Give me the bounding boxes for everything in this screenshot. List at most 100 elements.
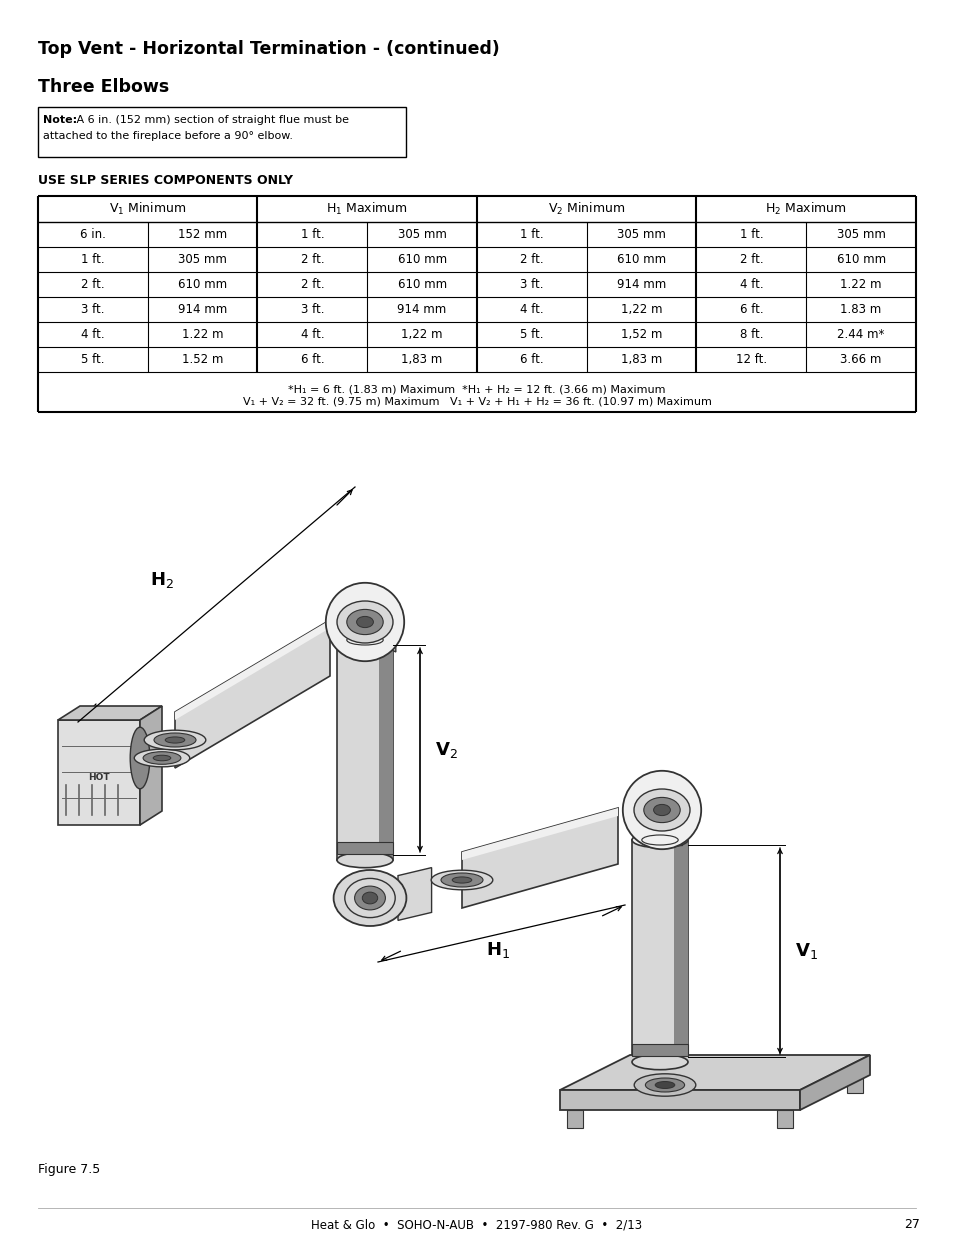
Text: 1 ft.: 1 ft.: [519, 228, 543, 241]
Text: 1 ft.: 1 ft.: [739, 228, 762, 241]
Text: V$_2$ Minimum: V$_2$ Minimum: [547, 200, 625, 216]
Text: 305 mm: 305 mm: [178, 254, 227, 266]
Text: 3 ft.: 3 ft.: [81, 303, 105, 315]
Text: 3 ft.: 3 ft.: [519, 278, 543, 291]
Text: 152 mm: 152 mm: [178, 228, 227, 241]
Text: 1,22 m: 1,22 m: [401, 328, 442, 341]
Ellipse shape: [356, 616, 373, 627]
Ellipse shape: [130, 727, 150, 789]
Text: 2 ft.: 2 ft.: [300, 278, 324, 291]
Polygon shape: [559, 1090, 800, 1110]
Polygon shape: [397, 867, 431, 920]
Polygon shape: [641, 828, 680, 845]
Polygon shape: [373, 617, 395, 652]
Text: 2 ft.: 2 ft.: [739, 254, 762, 266]
Text: 4 ft.: 4 ft.: [81, 328, 105, 341]
Ellipse shape: [334, 870, 406, 927]
Text: 8 ft.: 8 ft.: [739, 328, 762, 341]
Polygon shape: [336, 640, 393, 860]
Text: 5 ft.: 5 ft.: [519, 328, 543, 341]
Polygon shape: [800, 1055, 869, 1110]
Text: 27: 27: [903, 1218, 919, 1231]
Ellipse shape: [153, 734, 195, 747]
Ellipse shape: [165, 737, 185, 743]
Ellipse shape: [622, 771, 700, 849]
Text: 305 mm: 305 mm: [836, 228, 884, 241]
Text: Three Elbows: Three Elbows: [38, 78, 169, 96]
Text: H$_1$: H$_1$: [485, 940, 510, 960]
Polygon shape: [174, 620, 330, 720]
Text: 1,83 m: 1,83 m: [620, 353, 661, 366]
Ellipse shape: [452, 877, 472, 883]
Ellipse shape: [631, 1054, 687, 1070]
Text: 6 in.: 6 in.: [80, 228, 106, 241]
Polygon shape: [846, 1075, 862, 1094]
Text: 3.66 m: 3.66 m: [840, 353, 881, 366]
Text: 2 ft.: 2 ft.: [300, 254, 324, 266]
Polygon shape: [461, 808, 618, 860]
Text: 305 mm: 305 mm: [617, 228, 665, 241]
Polygon shape: [776, 1110, 792, 1128]
Text: 914 mm: 914 mm: [617, 278, 665, 291]
Text: 6 ft.: 6 ft.: [739, 303, 762, 315]
Ellipse shape: [653, 804, 670, 815]
Text: 1,22 m: 1,22 m: [620, 303, 661, 315]
Ellipse shape: [431, 870, 493, 889]
Text: V$_1$ Minimum: V$_1$ Minimum: [109, 200, 186, 216]
Polygon shape: [566, 1110, 582, 1128]
Text: H$_2$ Maximum: H$_2$ Maximum: [764, 200, 846, 216]
Text: 1,83 m: 1,83 m: [401, 353, 442, 366]
Text: 4 ft.: 4 ft.: [739, 278, 762, 291]
Text: 610 mm: 610 mm: [397, 278, 446, 291]
Polygon shape: [336, 842, 393, 854]
Text: V₁ + V₂ = 32 ft. (9.75 m) Maximum   V₁ + V₂ + H₁ + H₂ = 36 ft. (10.97 m) Maximum: V₁ + V₂ = 32 ft. (9.75 m) Maximum V₁ + V…: [242, 397, 711, 407]
Polygon shape: [58, 720, 140, 825]
Ellipse shape: [336, 632, 393, 648]
Text: HOT: HOT: [88, 772, 110, 782]
Text: 1.52 m: 1.52 m: [182, 353, 223, 366]
Text: 610 mm: 610 mm: [178, 278, 227, 291]
Text: 1 ft.: 1 ft.: [300, 228, 324, 241]
Ellipse shape: [634, 789, 689, 831]
Ellipse shape: [634, 1074, 695, 1096]
Ellipse shape: [631, 833, 687, 847]
Polygon shape: [140, 706, 162, 825]
Text: 1 ft.: 1 ft.: [81, 254, 105, 266]
Text: V$_2$: V$_2$: [435, 740, 457, 760]
Text: 2.44 m*: 2.44 m*: [837, 328, 883, 341]
Polygon shape: [637, 1075, 652, 1094]
Ellipse shape: [355, 886, 385, 910]
Text: 2 ft.: 2 ft.: [81, 278, 105, 291]
Text: 4 ft.: 4 ft.: [519, 303, 543, 315]
Ellipse shape: [336, 852, 393, 867]
Text: H$_2$: H$_2$: [150, 570, 173, 590]
Ellipse shape: [143, 752, 181, 764]
Text: Note:: Note:: [43, 115, 77, 125]
Polygon shape: [58, 706, 162, 720]
Text: 914 mm: 914 mm: [178, 303, 227, 315]
Text: 1,52 m: 1,52 m: [620, 328, 661, 341]
Text: Heat & Glo  •  SOHO-N-AUB  •  2197-980 Rev. G  •  2/13: Heat & Glo • SOHO-N-AUB • 2197-980 Rev. …: [311, 1218, 642, 1231]
Text: 610 mm: 610 mm: [836, 254, 884, 266]
Text: 610 mm: 610 mm: [617, 254, 665, 266]
Text: Top Vent - Horizontal Termination - (continued): Top Vent - Horizontal Termination - (con…: [38, 40, 499, 58]
Bar: [38, 106, 406, 157]
Polygon shape: [559, 1055, 869, 1090]
Ellipse shape: [440, 873, 482, 887]
Ellipse shape: [336, 601, 393, 643]
Polygon shape: [631, 1044, 687, 1056]
Polygon shape: [378, 640, 393, 860]
Polygon shape: [673, 840, 687, 1063]
Ellipse shape: [153, 756, 171, 761]
Text: 914 mm: 914 mm: [397, 303, 446, 315]
Text: H$_1$ Maximum: H$_1$ Maximum: [326, 200, 408, 216]
Text: 305 mm: 305 mm: [397, 228, 446, 241]
Ellipse shape: [655, 1081, 674, 1089]
Ellipse shape: [362, 892, 377, 904]
Text: 1.83 m: 1.83 m: [840, 303, 881, 315]
Text: 1.22 m: 1.22 m: [840, 278, 881, 291]
Ellipse shape: [144, 730, 206, 750]
Text: 6 ft.: 6 ft.: [519, 353, 543, 366]
Text: 12 ft.: 12 ft.: [735, 353, 766, 366]
Text: A 6 in. (152 mm) section of straight flue must be: A 6 in. (152 mm) section of straight flu…: [73, 115, 349, 125]
